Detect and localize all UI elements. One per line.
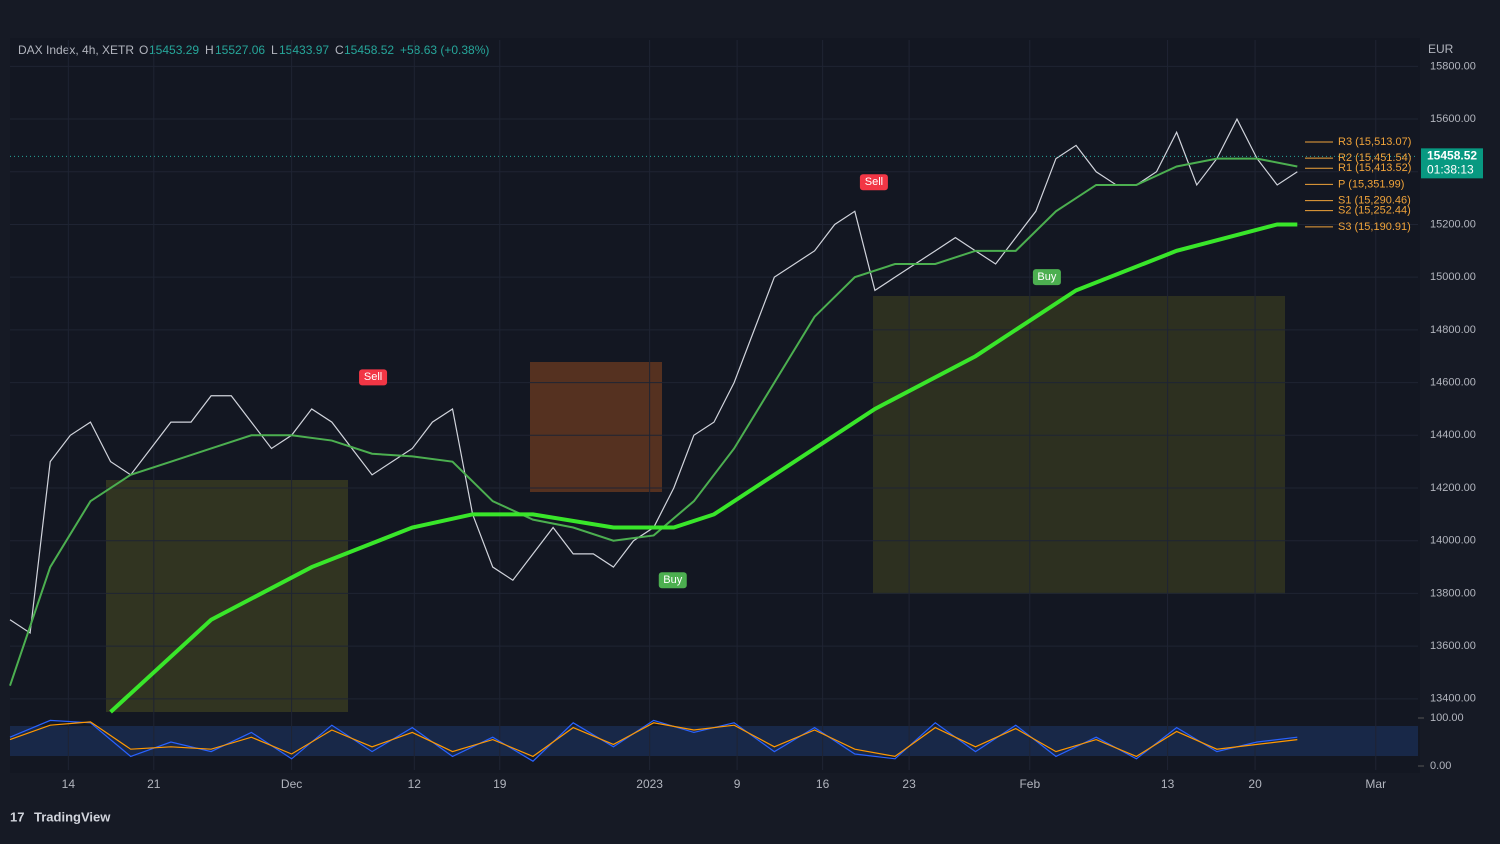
y-tick-label: 15600.00 <box>1430 113 1476 125</box>
pivot-label: R1 (15,413.52) <box>1338 162 1411 174</box>
pivot-label: S1 (15,290.46) <box>1338 195 1411 207</box>
pivot-label: S3 (15,190.91) <box>1338 221 1411 233</box>
change: +58.63 (+0.38%) <box>400 43 489 57</box>
close-label: C <box>335 43 344 57</box>
pivot-label: R3 (15,513.07) <box>1338 136 1411 148</box>
y-tick-label: 14400.00 <box>1430 429 1476 441</box>
low: 15433.97 <box>279 43 329 57</box>
close: 15458.52 <box>344 43 394 57</box>
y-tick-label: 13400.00 <box>1430 693 1476 705</box>
plot-background <box>10 38 1420 773</box>
x-tick-label: 23 <box>902 777 916 791</box>
open-label: O <box>139 43 148 57</box>
series-line <box>9 157 1298 686</box>
low-label: L <box>271 43 278 57</box>
y-tick-label: 14600.00 <box>1430 376 1476 388</box>
price-tag <box>1421 148 1483 179</box>
x-tick-label: Feb <box>1019 777 1040 791</box>
series-line <box>109 222 1298 714</box>
y-tick-label: 14200.00 <box>1430 482 1476 494</box>
high: 15527.06 <box>215 43 265 57</box>
x-tick-label: 20 <box>1248 777 1262 791</box>
x-tick-label: 9 <box>734 777 741 791</box>
high-label: H <box>205 43 214 57</box>
signal-badge <box>359 369 388 386</box>
zone <box>530 362 662 492</box>
zone <box>106 480 348 712</box>
signal-label: Sell <box>364 371 382 383</box>
signal-badge <box>1032 269 1061 286</box>
brand: TradingView <box>34 809 111 824</box>
y-tick-label: 15000.00 <box>1430 271 1476 283</box>
x-tick-label: 21 <box>147 777 161 791</box>
pivot-label: S2 (15,252.44) <box>1338 205 1411 217</box>
x-tick-label: 2023 <box>636 777 663 791</box>
osc-tick-label: 0.00 <box>1430 760 1451 772</box>
signal-label: Sell <box>865 176 883 188</box>
signal-label: Buy <box>1037 271 1056 283</box>
countdown: 01:38:13 <box>1427 163 1474 177</box>
x-tick-label: Dec <box>281 777 302 791</box>
x-tick-label: 13 <box>1161 777 1175 791</box>
series-line <box>9 721 1298 758</box>
signal-badge <box>658 572 687 589</box>
osc-tick-label: 100.00 <box>1430 712 1464 724</box>
x-tick-label: 12 <box>408 777 422 791</box>
osc-band <box>10 726 1418 756</box>
signal-badge <box>859 174 888 191</box>
y-tick-label: 13600.00 <box>1430 640 1476 652</box>
pivot-label: P (15,351.99) <box>1338 178 1404 190</box>
zone <box>873 296 1285 594</box>
y-tick-label: 15800.00 <box>1430 60 1476 72</box>
y-tick-label: 15200.00 <box>1430 218 1476 230</box>
x-tick-label: Mar <box>1365 777 1386 791</box>
x-tick-label: 19 <box>493 777 507 791</box>
currency: EUR <box>1428 42 1454 56</box>
y-tick-label: 14000.00 <box>1430 535 1476 547</box>
x-tick-label: 14 <box>62 777 76 791</box>
price-tag-label: 15458.52 <box>1427 149 1477 163</box>
open: 15453.29 <box>149 43 199 57</box>
signal-label: Buy <box>663 574 682 586</box>
symbol: DAX Index, 4h, XETR <box>18 43 134 57</box>
y-tick-label: 14800.00 <box>1430 324 1476 336</box>
pivot-label: R2 (15,451.54) <box>1338 152 1411 164</box>
x-tick-label: 16 <box>816 777 830 791</box>
y-tick-label: 13800.00 <box>1430 587 1476 599</box>
brand-logo: 17 <box>10 809 24 824</box>
